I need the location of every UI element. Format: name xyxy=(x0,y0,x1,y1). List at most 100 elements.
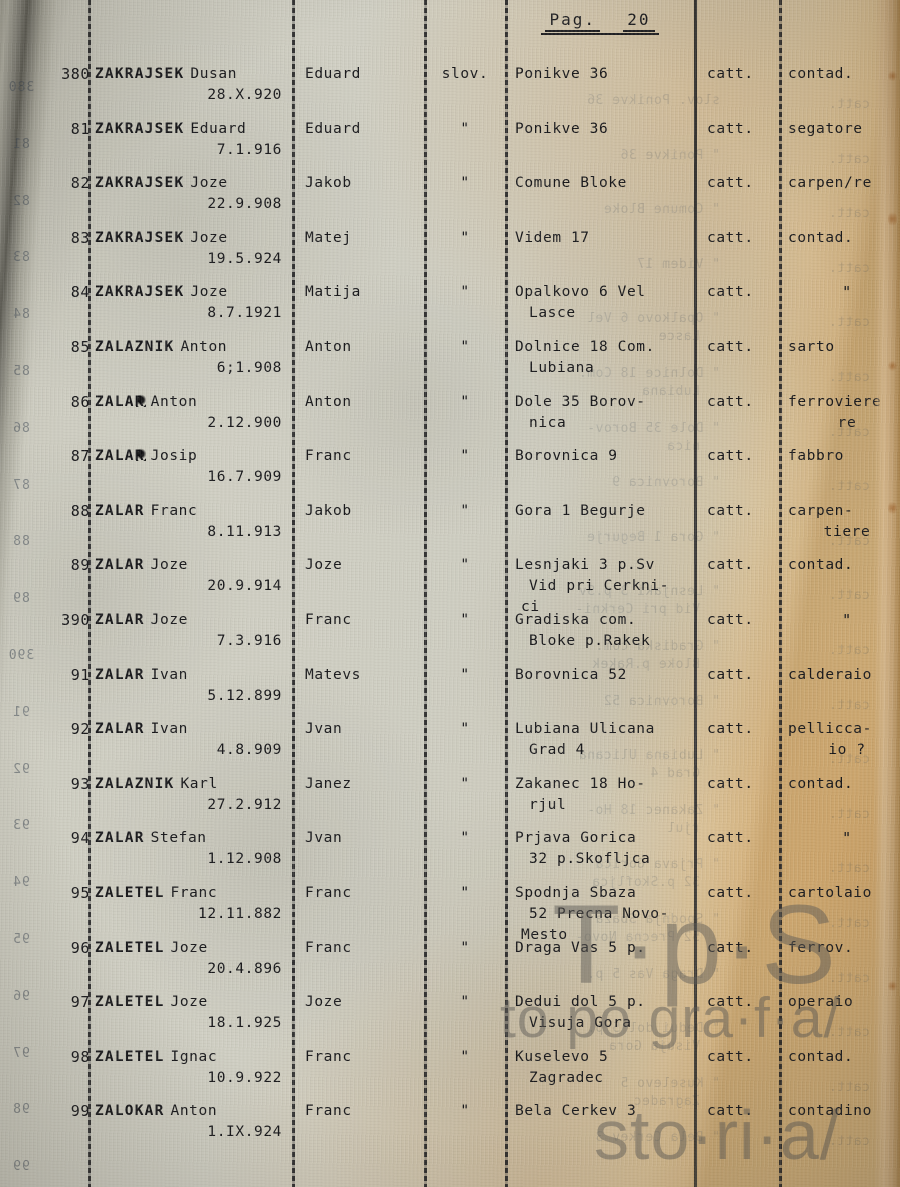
column-rule-number xyxy=(88,0,91,1187)
father-name: Eduard xyxy=(305,120,361,137)
surname: ZAKRAJSEK xyxy=(95,120,185,137)
column-rule-address xyxy=(694,0,697,1187)
occupation: pellicca-io ? xyxy=(788,719,900,761)
address: Lesnjaki 3 p.Sv Vid pri Cerkni-ci xyxy=(515,555,695,618)
address: Dole 35 Borov-nica xyxy=(515,392,695,434)
row-number: 380 xyxy=(61,65,90,83)
row-number: 99 xyxy=(70,1102,90,1121)
row-number: 92 xyxy=(70,720,90,739)
row-number: 88 xyxy=(70,501,90,520)
surname: ZALAR xyxy=(95,393,146,410)
given-name: Anton xyxy=(150,393,198,410)
surname: ZALAZNIK xyxy=(95,775,175,792)
column-rule-nationality xyxy=(505,0,508,1187)
person-name: ZALAR Joze 20.9.914 xyxy=(95,555,290,597)
given-name: Joze xyxy=(170,939,208,956)
page-header-label: Pag. xyxy=(545,10,600,32)
father-name: Matej xyxy=(305,229,352,246)
given-name: Joze xyxy=(190,284,228,301)
person-name: ZALAR Ivan 5.12.899 xyxy=(95,665,290,707)
religion: catt. xyxy=(707,284,754,301)
surname: ZALAR xyxy=(95,557,145,574)
father-name: Matevs xyxy=(305,666,361,683)
father-name: Jakob xyxy=(305,175,352,192)
address: Gradiska com. Bloke p.Rakek xyxy=(515,610,695,652)
address-line-2: Visuja Gora xyxy=(529,1015,632,1032)
person-name: ZALAZNIK Karl 27.2.912 xyxy=(95,774,290,816)
occupation: contad. xyxy=(788,66,854,82)
given-name: Josip xyxy=(150,448,198,465)
nationality: " xyxy=(460,393,470,410)
row-number: 89 xyxy=(70,556,90,575)
row-number: 82 xyxy=(70,174,90,193)
surname: ZALAR xyxy=(95,448,146,464)
surname: ZALAR xyxy=(95,612,145,628)
row-number: 95 xyxy=(70,884,90,902)
nationality: " xyxy=(460,612,470,628)
given-name: Anton xyxy=(170,1103,218,1120)
father-name: Janez xyxy=(305,775,352,792)
row-number: 98 xyxy=(70,1047,90,1066)
father-name: Franc xyxy=(305,885,352,901)
address-line-3: ci xyxy=(521,599,540,616)
person-name: ZAKRAJSEK Eduard 7.1.916 xyxy=(95,119,290,161)
nationality: " xyxy=(460,448,470,465)
religion: catt. xyxy=(707,939,754,956)
person-name: ZALETEL Joze 20.4.896 xyxy=(95,938,290,980)
address: Draga Vas 5 p. xyxy=(515,939,646,956)
father-name: Franc xyxy=(305,1103,352,1120)
given-name: Joze xyxy=(150,557,188,574)
occupation: " xyxy=(842,829,852,848)
religion: catt. xyxy=(707,612,754,628)
row-number: 93 xyxy=(70,774,90,793)
occupation: contad. xyxy=(788,1048,854,1065)
religion: catt. xyxy=(707,66,754,82)
row-number: 85 xyxy=(70,338,90,356)
date-of-birth: 7.1.916 xyxy=(216,141,282,158)
address: Kuselevo 5 Zagradec xyxy=(515,1047,695,1089)
father-name: Franc xyxy=(305,939,352,956)
nationality: " xyxy=(460,775,470,792)
father-name: Anton xyxy=(305,339,352,355)
father-name: Joze xyxy=(305,557,343,574)
religion: catt. xyxy=(707,393,754,410)
address: Videm 17 xyxy=(515,229,590,246)
person-name: ZALAR Stefan 1.12.908 xyxy=(95,828,290,870)
date-of-birth: 1.12.908 xyxy=(207,851,282,868)
address-line-2: 32 p.Skofljca xyxy=(529,851,651,868)
given-name: Joze xyxy=(190,175,228,192)
occupation: " xyxy=(842,611,852,629)
address: Dedui dol 5 p. Visuja Gora xyxy=(515,992,695,1034)
column-rule-religion xyxy=(779,0,782,1187)
given-name: Anton xyxy=(180,339,228,355)
religion: catt. xyxy=(707,994,754,1011)
address-line-2: Lubiana xyxy=(529,360,595,376)
address-line-2: Grad 4 xyxy=(529,742,585,759)
father-name: Jvan xyxy=(305,830,343,847)
row-number: 84 xyxy=(70,283,90,302)
person-name: ZALOKAR Anton 1.IX.924 xyxy=(95,1101,290,1143)
occupation: operaio xyxy=(788,994,854,1011)
father-name: Matija xyxy=(305,284,361,301)
address: Ponikve 36 xyxy=(515,66,609,82)
address-line-2: 52 Precna Novo- xyxy=(529,906,669,922)
nationality: " xyxy=(460,175,470,192)
row-number: 97 xyxy=(70,993,90,1012)
religion: catt. xyxy=(707,557,754,574)
father-name: Franc xyxy=(305,1048,352,1065)
given-name: Franc xyxy=(170,885,218,901)
surname: ZALAR xyxy=(95,666,145,683)
father-name: Eduard xyxy=(305,66,361,82)
address: Comune Bloke xyxy=(515,175,627,192)
person-name: ZAKRAJSEK Joze 8.7.1921 xyxy=(95,282,290,324)
occupation-line-2: re xyxy=(837,414,857,431)
religion: catt. xyxy=(707,339,754,355)
person-name: ZALETEL Franc 12.11.882 xyxy=(95,883,290,925)
address: Zakanec 18 Ho-rjul xyxy=(515,774,695,816)
row-number: 96 xyxy=(70,938,90,957)
occupation: calderaio xyxy=(788,666,872,683)
given-name: Eduard xyxy=(190,120,247,137)
occupation: contad. xyxy=(788,775,854,792)
page-header: Pag. 20 xyxy=(505,10,695,35)
